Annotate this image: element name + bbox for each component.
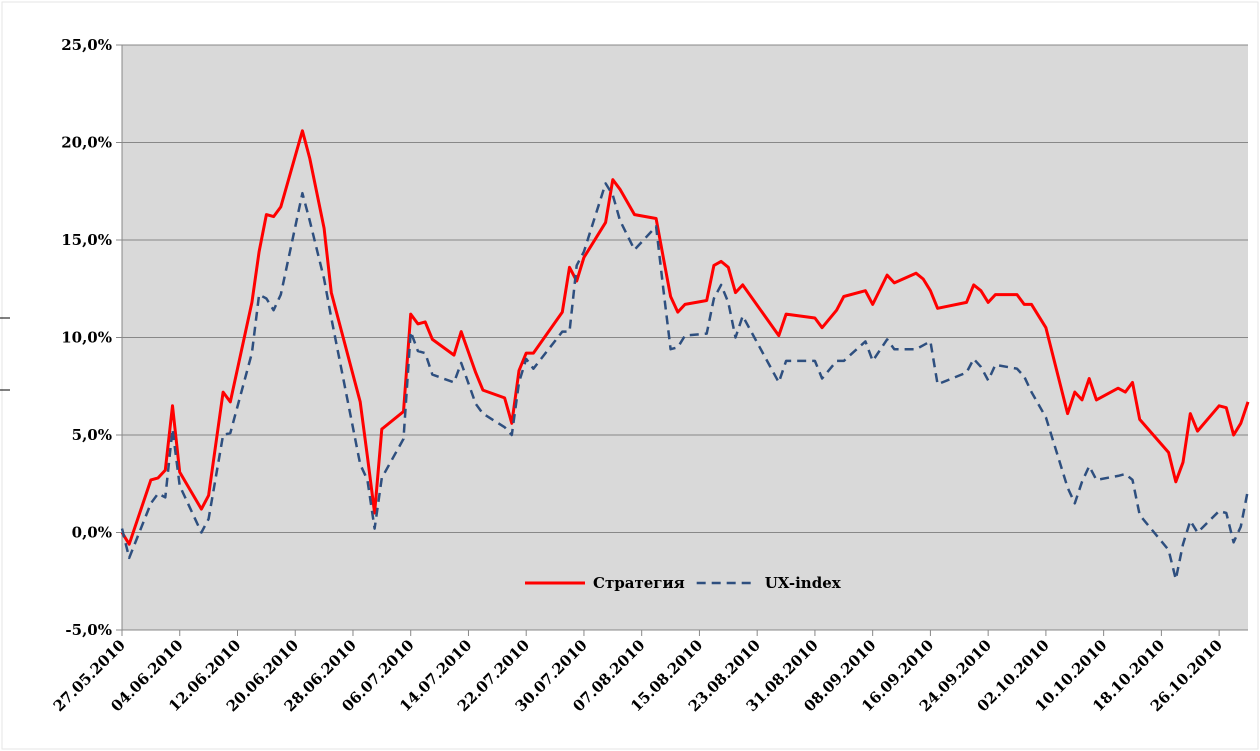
y-tick-label: 10,0% — [61, 329, 112, 347]
y-tick-label: 0,0% — [72, 524, 112, 542]
legend-label: Стратегия — [593, 574, 685, 592]
series-line — [120, 129, 1250, 546]
series-line — [120, 182, 1250, 581]
y-tick-label: 25,0% — [61, 36, 112, 54]
y-tick-label: 15,0% — [61, 231, 112, 249]
y-tick-label: 20,0% — [61, 134, 112, 152]
y-tick-label: -5,0% — [65, 621, 112, 639]
legend-label: UX-index — [765, 574, 842, 592]
y-tick-label: 5,0% — [72, 426, 112, 444]
